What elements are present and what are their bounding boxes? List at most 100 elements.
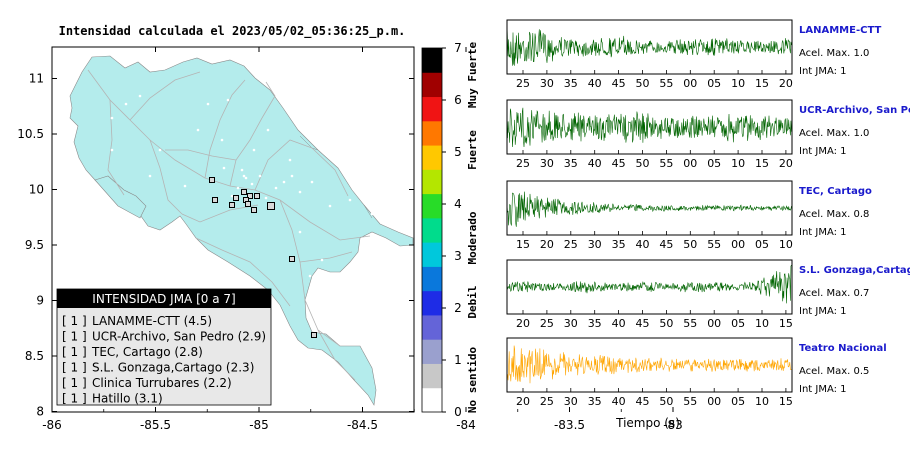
seismogram-2: 15 20 25 30 35 40 45 50 55 00 05 10 TEC, Cartago Acel… — [506, 180, 872, 251]
seismo-tick-label: 05 — [755, 238, 769, 251]
colorbar-frame — [421, 47, 443, 413]
road — [165, 149, 237, 161]
colorbar-tick-label: 6 — [454, 93, 462, 107]
station-accel: Acel. Max. 0.8 — [799, 209, 869, 220]
station-marker — [209, 177, 215, 183]
seismo-tick-label: 00 — [707, 317, 721, 330]
legend-item-label: Hatillo (3.1) — [92, 392, 163, 406]
city-dot — [266, 128, 270, 132]
seismo-tick-label: 55 — [683, 317, 697, 330]
y-tick-label: 10 — [29, 183, 44, 197]
seismo-tick-label: 35 — [588, 395, 602, 408]
seismo-tick-label: 45 — [612, 77, 626, 90]
waveform — [506, 345, 792, 384]
station-name: Teatro Nacional — [799, 343, 887, 354]
city-dot — [362, 348, 366, 352]
legend-item-label: S.L. Gonzaga,Cartago (2.3) — [92, 361, 254, 375]
map-title: Intensidad calculada el 2023/05/02_05:36… — [59, 24, 406, 39]
waveform — [506, 22, 792, 66]
seismogram-frame — [506, 337, 793, 393]
road — [87, 69, 371, 241]
colorbar-level-label: Moderado — [466, 211, 479, 264]
x-tick-label: -83 — [663, 418, 683, 432]
seismo-tick-label: 15 — [779, 395, 793, 408]
seismo-tick-label: 30 — [540, 77, 554, 90]
city-dot — [316, 298, 320, 302]
seismo-tick-label: 10 — [755, 395, 769, 408]
legend-level: [ 1 ] — [62, 345, 87, 359]
city-dot — [282, 180, 286, 184]
seismo-tick-label: 40 — [636, 238, 650, 251]
road — [195, 237, 291, 307]
seismogram-background — [507, 260, 792, 314]
city-dot — [183, 184, 187, 188]
seismo-tick-label: 40 — [588, 77, 602, 90]
seismo-tick-label: 55 — [659, 77, 673, 90]
station-name: S.L. Gonzaga,Cartago — [799, 265, 910, 276]
station-jma: Int JMA: 1 — [799, 306, 847, 317]
y-tick-label: 8 — [36, 405, 44, 419]
legend-level: [ 1 ] — [62, 361, 87, 375]
seismo-tick-label: 05 — [707, 77, 721, 90]
seismo-tick-label: 50 — [683, 238, 697, 251]
road — [107, 99, 125, 196]
colorbar-tick-label: 5 — [454, 145, 462, 159]
seismo-tick-label: 15 — [755, 77, 769, 90]
station-accel: Acel. Max. 0.7 — [799, 288, 869, 299]
seismo-tick-label: 50 — [636, 77, 650, 90]
station-jma: Int JMA: 1 — [799, 384, 847, 395]
city-dots — [110, 94, 374, 352]
seismo-tick-label: 55 — [659, 157, 673, 170]
station-marker — [251, 207, 257, 213]
colorbar-gradient — [422, 48, 442, 413]
seismogram-3: 20 25 30 35 40 45 50 55 00 05 10 15 S.L. Gonzaga,Car… — [506, 259, 910, 330]
seismo-tick-label: 05 — [731, 395, 745, 408]
y-tick-label: 11 — [29, 72, 44, 86]
seismogram-panels: 25 30 35 40 45 50 55 00 05 10 15 20 LANAMME-CTT Acel.… — [506, 19, 910, 408]
x-tick-label: -85 — [249, 418, 269, 432]
colorbar-segment — [422, 314, 442, 340]
legend-level: [ 1 ] — [62, 330, 87, 344]
road — [261, 81, 276, 119]
seismo-tick-label: 45 — [636, 317, 650, 330]
map-frame — [51, 46, 415, 413]
city-dot — [348, 198, 352, 202]
seismogram-frame — [506, 19, 793, 75]
road — [129, 71, 201, 121]
city-dot — [222, 166, 226, 170]
y-tick-label: 9.5 — [25, 238, 44, 252]
seismo-tick-label: 30 — [564, 395, 578, 408]
seismo-tick-label: 50 — [659, 317, 673, 330]
city-dot — [240, 168, 244, 172]
seismo-tick-label: 25 — [516, 77, 530, 90]
legend-level: [ 1 ] — [62, 376, 87, 390]
colorbar-segment — [422, 290, 442, 316]
legend-item-label: LANAMME-CTT (4.5) — [92, 314, 212, 328]
seismogram-frame — [506, 99, 793, 155]
station-marker — [212, 197, 218, 203]
seismo-tick-label: 15 — [779, 317, 793, 330]
city-dot — [220, 138, 224, 142]
seismogram-4: 20 25 30 35 40 45 50 55 00 05 10 15 Teatro Nacional A… — [506, 337, 887, 408]
city-dot — [370, 212, 374, 216]
city-dot — [110, 148, 114, 152]
road — [254, 139, 313, 191]
x-tick-label: -85.5 — [140, 418, 171, 432]
road — [181, 204, 259, 223]
road — [149, 139, 183, 215]
seismo-tick-label: 15 — [755, 157, 769, 170]
city-dot — [236, 186, 240, 190]
colorbar-segment — [422, 339, 442, 364]
seismo-tick-label: 20 — [516, 317, 530, 330]
city-dot — [110, 116, 114, 120]
station-marker — [247, 193, 253, 199]
city-dot — [320, 258, 324, 262]
seismo-tick-label: 35 — [564, 77, 578, 90]
colorbar-segment — [422, 120, 442, 146]
seismo-tick-label: 45 — [659, 238, 673, 251]
colorbar-tick-label: 7 — [454, 41, 462, 55]
x-tick-label: -84 — [456, 418, 476, 432]
city-dot — [274, 186, 278, 190]
seismo-tick-label: 00 — [731, 238, 745, 251]
legend-level: [ 1 ] — [62, 314, 87, 328]
